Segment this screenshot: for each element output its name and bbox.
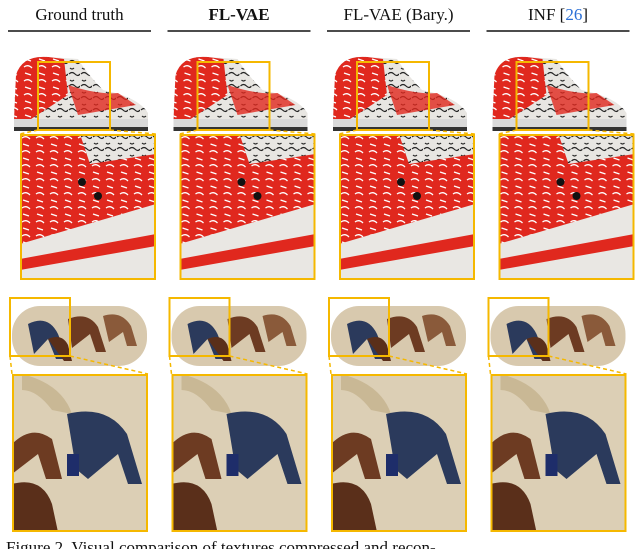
zoom-link xyxy=(69,355,149,375)
zoom-link xyxy=(328,355,332,375)
bag-render xyxy=(329,298,466,366)
zoom-link xyxy=(487,355,492,375)
zoom-link xyxy=(588,129,635,135)
shoe-render xyxy=(14,57,148,131)
zoom-link xyxy=(548,355,627,375)
shoe-zoom xyxy=(499,134,635,280)
shoe-render xyxy=(333,57,467,131)
header-part: 26 xyxy=(565,5,582,24)
zoom-link xyxy=(269,129,316,135)
bag-render xyxy=(489,298,626,366)
column-header: Ground truth xyxy=(35,5,124,24)
shoe-zoom xyxy=(339,134,475,280)
bag-zoom xyxy=(12,374,148,532)
header-part: Ground truth xyxy=(35,5,124,24)
column-header: FL-VAE (Bary.) xyxy=(343,5,453,24)
bag-render xyxy=(10,298,147,366)
shoe-render xyxy=(493,57,627,131)
bag-render xyxy=(170,298,307,366)
zoom-link xyxy=(109,129,157,135)
shoe-render xyxy=(174,57,308,131)
column-header: FL-VAE xyxy=(208,5,269,24)
bag-zoom xyxy=(491,374,627,532)
zoom-link xyxy=(498,129,517,135)
shoe-zoom xyxy=(20,134,156,280)
header-part: INF [ xyxy=(528,5,566,24)
column-header: INF [26] xyxy=(528,5,588,24)
columns: Ground truth FL-VAE FL-VAE (Bary.) INF [26] xyxy=(8,5,635,532)
header-part: FL-VAE xyxy=(208,5,269,24)
bag-zoom xyxy=(331,374,467,532)
zoom-link xyxy=(179,129,198,135)
shoe-zoom xyxy=(180,134,316,280)
zoom-link xyxy=(9,355,13,375)
header-part: ] xyxy=(582,5,588,24)
zoom-link xyxy=(428,129,476,135)
bag-zoom xyxy=(172,374,308,532)
zoom-link xyxy=(168,355,173,375)
zoom-link xyxy=(338,129,358,135)
zoom-link xyxy=(388,355,468,375)
zoom-link xyxy=(229,355,308,375)
zoom-link xyxy=(19,129,39,135)
header-part: FL-VAE (Bary.) xyxy=(343,5,453,24)
caption: Figure 2. Visual comparison of textures … xyxy=(6,538,436,549)
